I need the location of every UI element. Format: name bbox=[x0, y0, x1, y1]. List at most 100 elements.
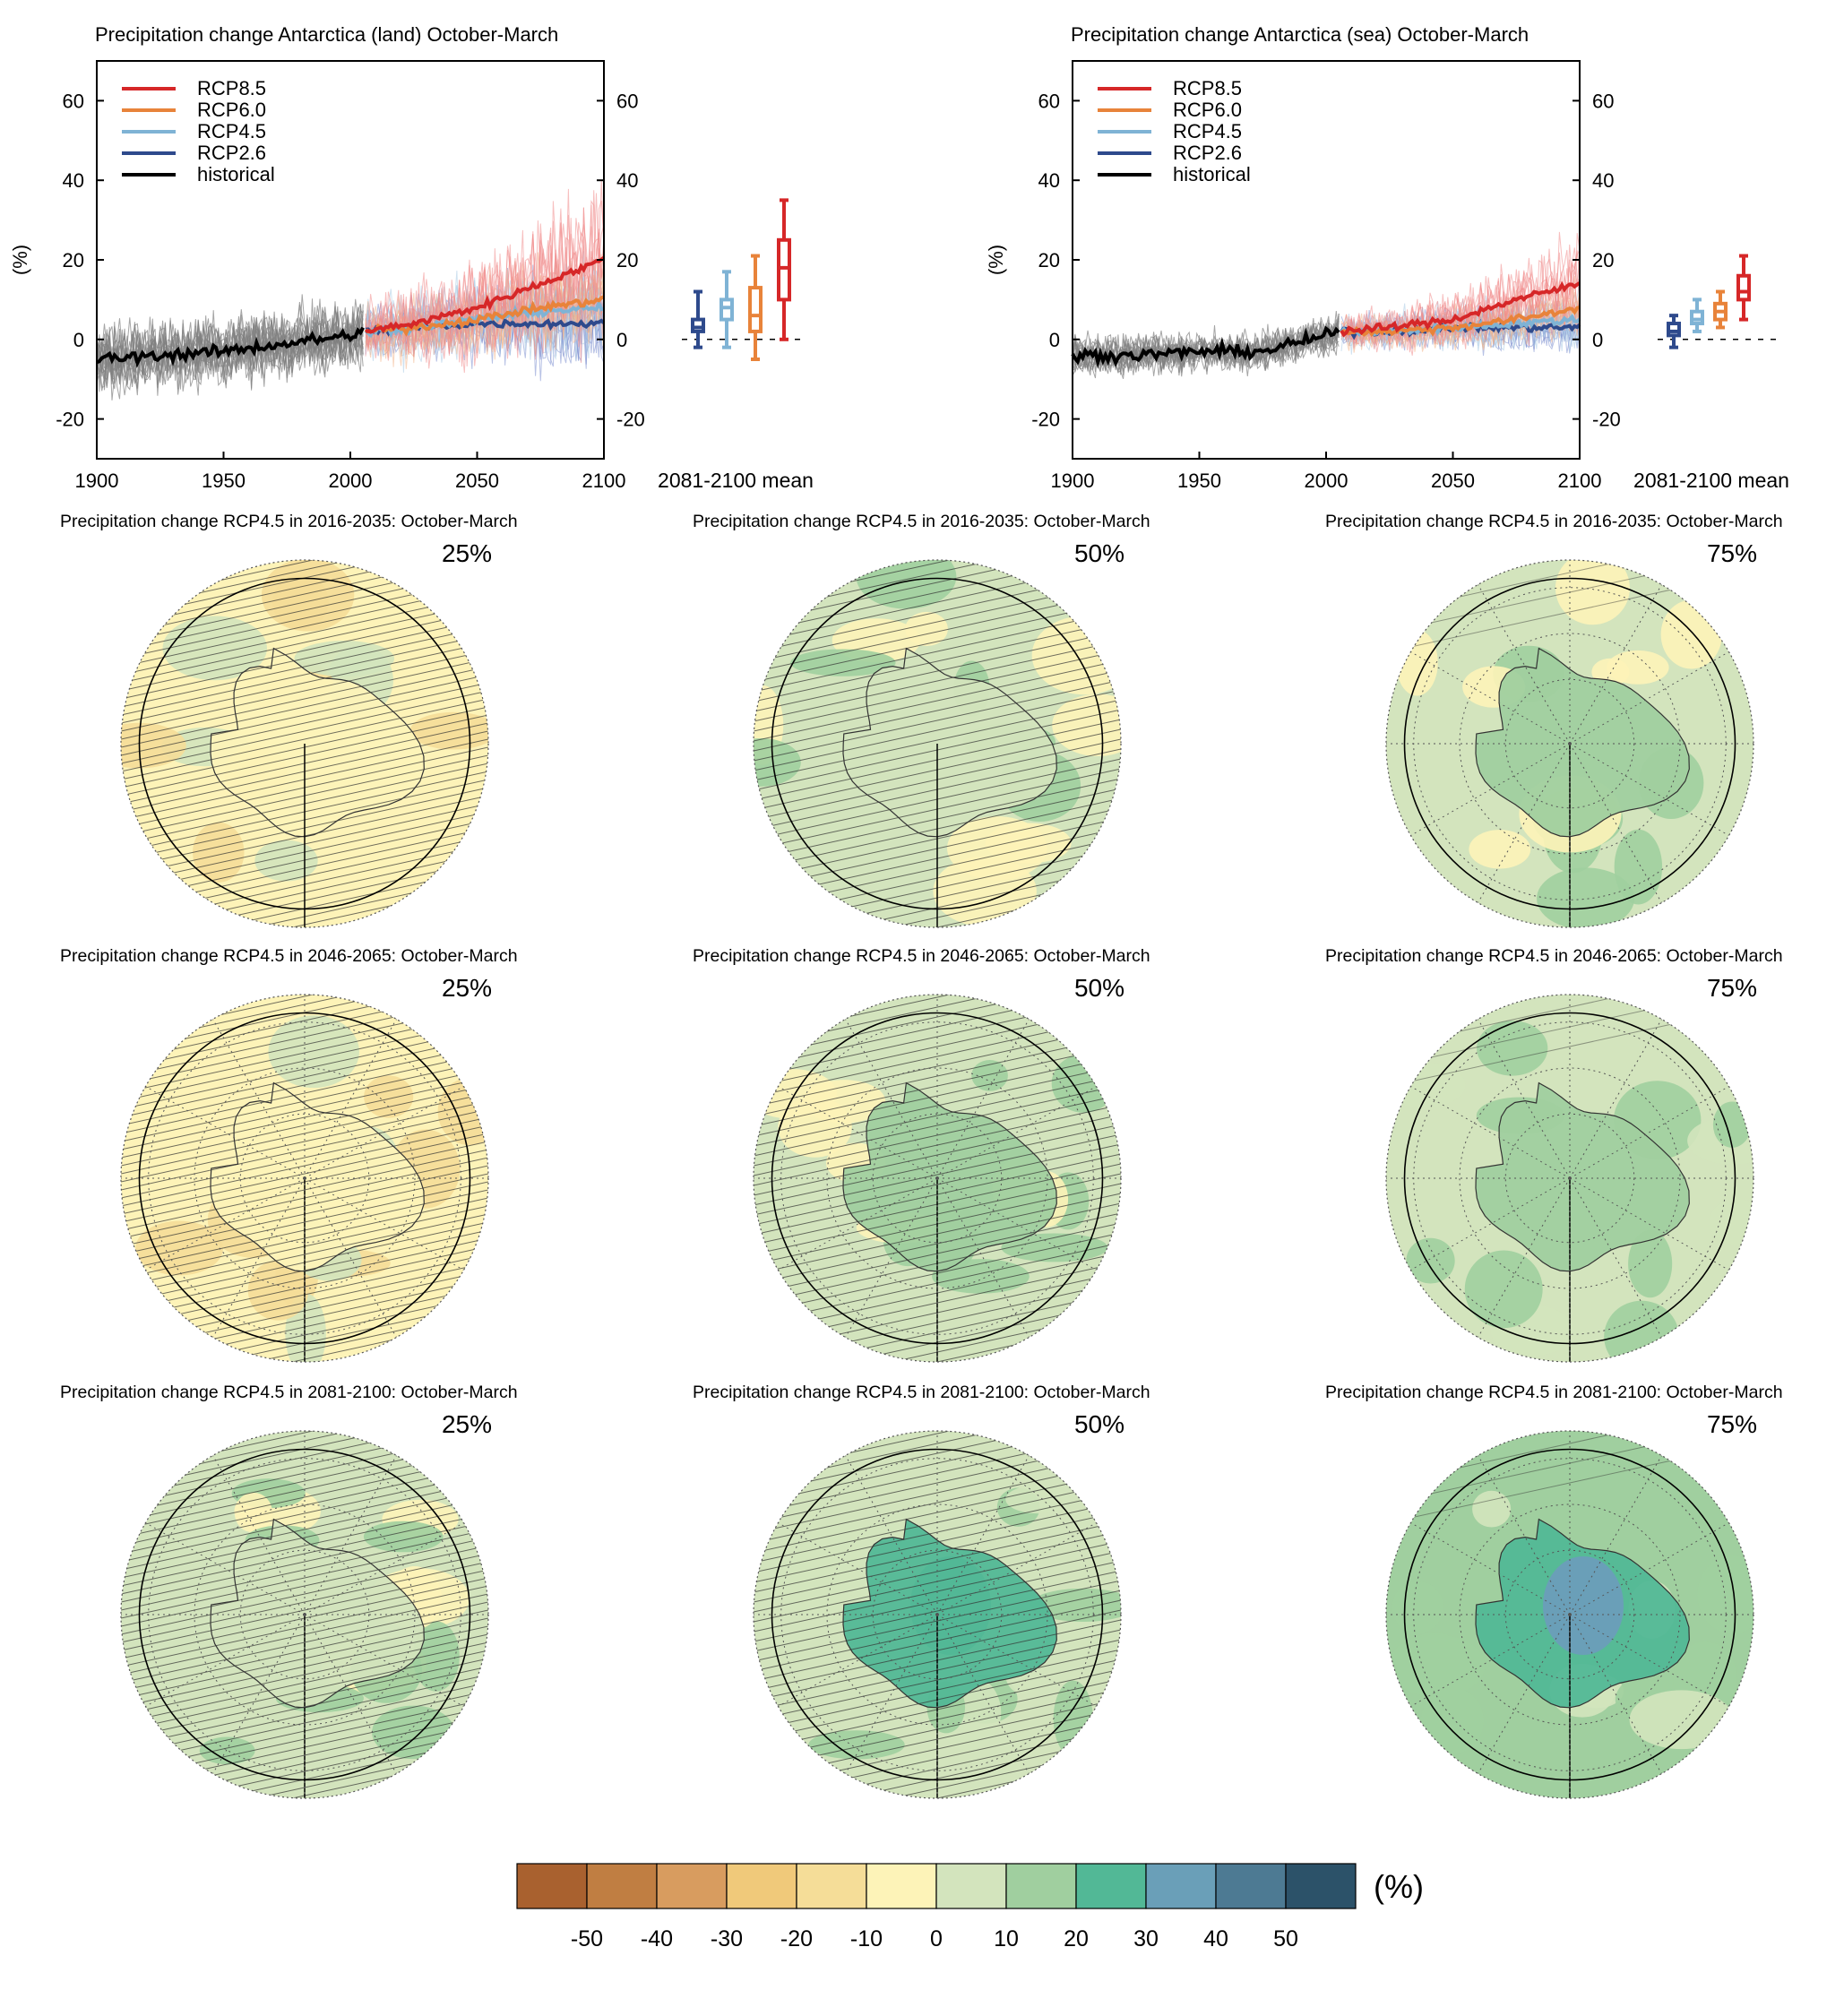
hatch-line bbox=[754, 699, 1121, 781]
map-anomaly-patch bbox=[1464, 1250, 1543, 1329]
map-border bbox=[120, 1430, 489, 1799]
hatch-line bbox=[121, 465, 488, 546]
map-border bbox=[120, 994, 489, 1363]
hatch-line bbox=[121, 1884, 488, 1965]
colorbar-tick-label: -40 bbox=[641, 1926, 673, 1951]
map-title: Precipitation change RCP4.5 in 2046-2065… bbox=[1325, 946, 1783, 966]
longitude-line bbox=[1569, 1177, 1729, 1271]
ytick-label-right: -20 bbox=[1592, 409, 1621, 431]
longitude-line bbox=[845, 1614, 938, 1774]
hatch-line bbox=[121, 666, 488, 748]
region-circle bbox=[1403, 577, 1736, 910]
hatch-line bbox=[754, 335, 1121, 416]
boxplot-rcp8.5 bbox=[777, 198, 791, 341]
hatch-line bbox=[121, 433, 488, 513]
plot-frame bbox=[1072, 60, 1581, 460]
hatch-line bbox=[754, 345, 1121, 426]
colorbar-tick-label: -20 bbox=[780, 1926, 813, 1951]
longitude-line bbox=[1478, 584, 1571, 745]
hatching bbox=[754, 1431, 1121, 1798]
colorbar-tick-label: 0 bbox=[930, 1926, 943, 1951]
longitude-line bbox=[778, 1086, 938, 1179]
hatch-line bbox=[121, 682, 488, 764]
colorbar-swatch bbox=[935, 1863, 1007, 1909]
mean-line-rcp8.5 bbox=[1340, 280, 1581, 338]
ytick-label-right: 60 bbox=[616, 90, 638, 112]
longitude-line bbox=[1569, 743, 1729, 836]
box-body bbox=[777, 237, 791, 302]
longitude-line bbox=[304, 1177, 464, 1271]
longitude-line bbox=[1478, 1455, 1571, 1615]
ytick-label-left: 20 bbox=[63, 249, 84, 271]
longitude-line bbox=[1410, 651, 1571, 745]
longitude-line bbox=[145, 1086, 306, 1179]
hatch-line bbox=[754, 1074, 1121, 1157]
latitude-circle bbox=[1459, 1067, 1681, 1289]
xtick-label: 1900 bbox=[1051, 470, 1095, 492]
latitude-circle bbox=[872, 1549, 1003, 1680]
antarctica-fill bbox=[843, 648, 1057, 837]
colorbar: -50 -40 -30 -20 -10 0 10 20 30 40 50 (%) bbox=[516, 1863, 1424, 1951]
historical-member-line bbox=[96, 305, 364, 390]
map-border bbox=[753, 559, 1122, 928]
mean-line-historical bbox=[96, 326, 365, 368]
hatch-line bbox=[121, 1852, 488, 1933]
polar-map-r2-c3: Precipitation change RCP4.5 in 2046-2065… bbox=[1325, 946, 1783, 1363]
hatch-line bbox=[121, 1521, 488, 1603]
hatch-line bbox=[754, 315, 1121, 396]
ytick-label-left: -20 bbox=[56, 409, 84, 431]
region-circle bbox=[138, 1448, 471, 1781]
hatch-line bbox=[121, 1036, 488, 1118]
map-border bbox=[753, 994, 1122, 1363]
percentile-label: 50% bbox=[1074, 539, 1124, 567]
coastline bbox=[1475, 1081, 1690, 1272]
ytick-label-left: -20 bbox=[1031, 409, 1060, 431]
hatch-line bbox=[754, 1787, 1121, 1798]
hatch-line bbox=[754, 1560, 1121, 1642]
map-anomaly-patch bbox=[1031, 616, 1121, 695]
hatch-line bbox=[754, 306, 1121, 386]
map-title: Precipitation change RCP4.5 in 2016-2035… bbox=[693, 512, 1150, 531]
region-circle bbox=[771, 1012, 1104, 1345]
latitude-circle bbox=[1459, 1503, 1681, 1726]
longitude-line bbox=[936, 1177, 1030, 1338]
longitude-line bbox=[1410, 1086, 1571, 1179]
map-anomaly-patch bbox=[1472, 1490, 1512, 1528]
hatch-line bbox=[754, 296, 1121, 376]
box-body bbox=[1690, 309, 1704, 326]
map-anomaly-patch bbox=[135, 1220, 223, 1276]
map-title: Precipitation change RCP4.5 in 2081-2100… bbox=[693, 1383, 1150, 1402]
box-body bbox=[1736, 273, 1751, 302]
latitude-circle bbox=[826, 1067, 1048, 1289]
map-title: Precipitation change RCP4.5 in 2081-2100… bbox=[1325, 1383, 1783, 1402]
hatch-line bbox=[754, 679, 1121, 762]
longitude-line bbox=[145, 1177, 306, 1271]
box-body bbox=[1667, 322, 1681, 338]
hatch-line bbox=[121, 1900, 488, 1981]
antarctica-fill bbox=[1476, 648, 1690, 837]
xtick-label: 1950 bbox=[202, 470, 246, 492]
longitude-line bbox=[778, 1522, 938, 1615]
colorbar-swatch bbox=[1215, 1863, 1287, 1909]
ytick-label-right: 40 bbox=[1592, 169, 1614, 192]
ytick-label-left: 20 bbox=[1038, 249, 1060, 271]
longitude-line bbox=[845, 1177, 938, 1338]
map-anomaly-patch bbox=[1030, 1588, 1121, 1622]
hatch-line bbox=[121, 409, 488, 489]
hatch-line bbox=[121, 560, 488, 627]
xtick-label: 2050 bbox=[1431, 470, 1475, 492]
map-anomaly-patch bbox=[1477, 1021, 1548, 1076]
longitude-line bbox=[1410, 1614, 1571, 1707]
map-anomaly-patch bbox=[294, 641, 395, 676]
latitude-circle bbox=[826, 1503, 1048, 1726]
percentile-label: 75% bbox=[1707, 974, 1757, 1002]
member-line-rcp8.5 bbox=[365, 179, 605, 374]
ytick-label-right: 60 bbox=[1592, 90, 1614, 112]
longitude-line bbox=[1569, 1086, 1729, 1179]
hatch-line bbox=[754, 1501, 1121, 1583]
hatch-line bbox=[121, 425, 488, 505]
map-border bbox=[753, 1430, 1122, 1799]
map-anomaly-patch bbox=[1555, 560, 1630, 625]
map-border bbox=[1385, 559, 1754, 928]
hatch-line bbox=[754, 384, 1121, 465]
